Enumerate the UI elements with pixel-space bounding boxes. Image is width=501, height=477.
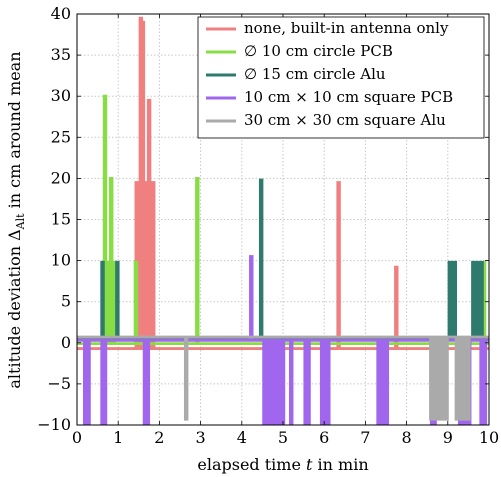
- x-tick-label: 4: [237, 428, 247, 447]
- y-tick-label: 35: [51, 45, 71, 64]
- x-tick-label: 7: [360, 428, 370, 447]
- y-tick-label: −10: [37, 415, 71, 434]
- legend-label: 10 cm × 10 cm square PCB: [244, 88, 453, 106]
- y-tick-label: 10: [51, 251, 71, 270]
- legend: none, built-in antenna only ∅ 10 cm circl…: [197, 16, 485, 139]
- series-line: [77, 335, 489, 421]
- legend-label: ∅ 10 cm circle PCB: [244, 42, 393, 60]
- series-0: [77, 16, 489, 350]
- legend-box: [197, 16, 485, 139]
- x-tick-label: 2: [154, 428, 164, 447]
- legend-label: 30 cm × 30 cm square Alu: [244, 111, 446, 129]
- x-tick-label: 3: [196, 428, 206, 447]
- legend-label: none, built-in antenna only: [244, 19, 449, 37]
- x-tick-label: 5: [278, 428, 288, 447]
- y-tick-label: 15: [51, 210, 71, 229]
- x-tick-label: 0: [72, 428, 82, 447]
- series-line: [77, 178, 489, 341]
- series-2: [77, 178, 489, 341]
- y-tick-label: 40: [51, 4, 71, 23]
- series-4: [77, 335, 489, 421]
- y-axis-label: altitude deviation ΔAlt in cm around mea…: [5, 51, 27, 388]
- y-tick-label: 0: [61, 333, 71, 352]
- series-1: [77, 94, 489, 346]
- x-tick-label: 9: [443, 428, 453, 447]
- x-tick-label: 8: [402, 428, 412, 447]
- y-tick-label: −5: [47, 374, 71, 393]
- series-line: [77, 94, 489, 346]
- y-tick-label: 5: [61, 292, 71, 311]
- series-layer: [77, 16, 489, 425]
- x-axis-label: elapsed time t in min: [197, 455, 368, 474]
- axis-ticks: 0 1 2 3 4 5 6 7 8 9 10 −10 −5 0 5 10 15 20 25 30 35 40: [37, 4, 499, 447]
- y-tick-label: 20: [51, 168, 71, 187]
- y-tick-label: 30: [51, 86, 71, 105]
- x-tick-label: 1: [113, 428, 123, 447]
- x-tick-label: 10: [479, 428, 499, 447]
- x-tick-label: 6: [319, 428, 329, 447]
- y-tick-label: 25: [51, 127, 71, 146]
- legend-label: ∅ 15 cm circle Alu: [244, 65, 386, 83]
